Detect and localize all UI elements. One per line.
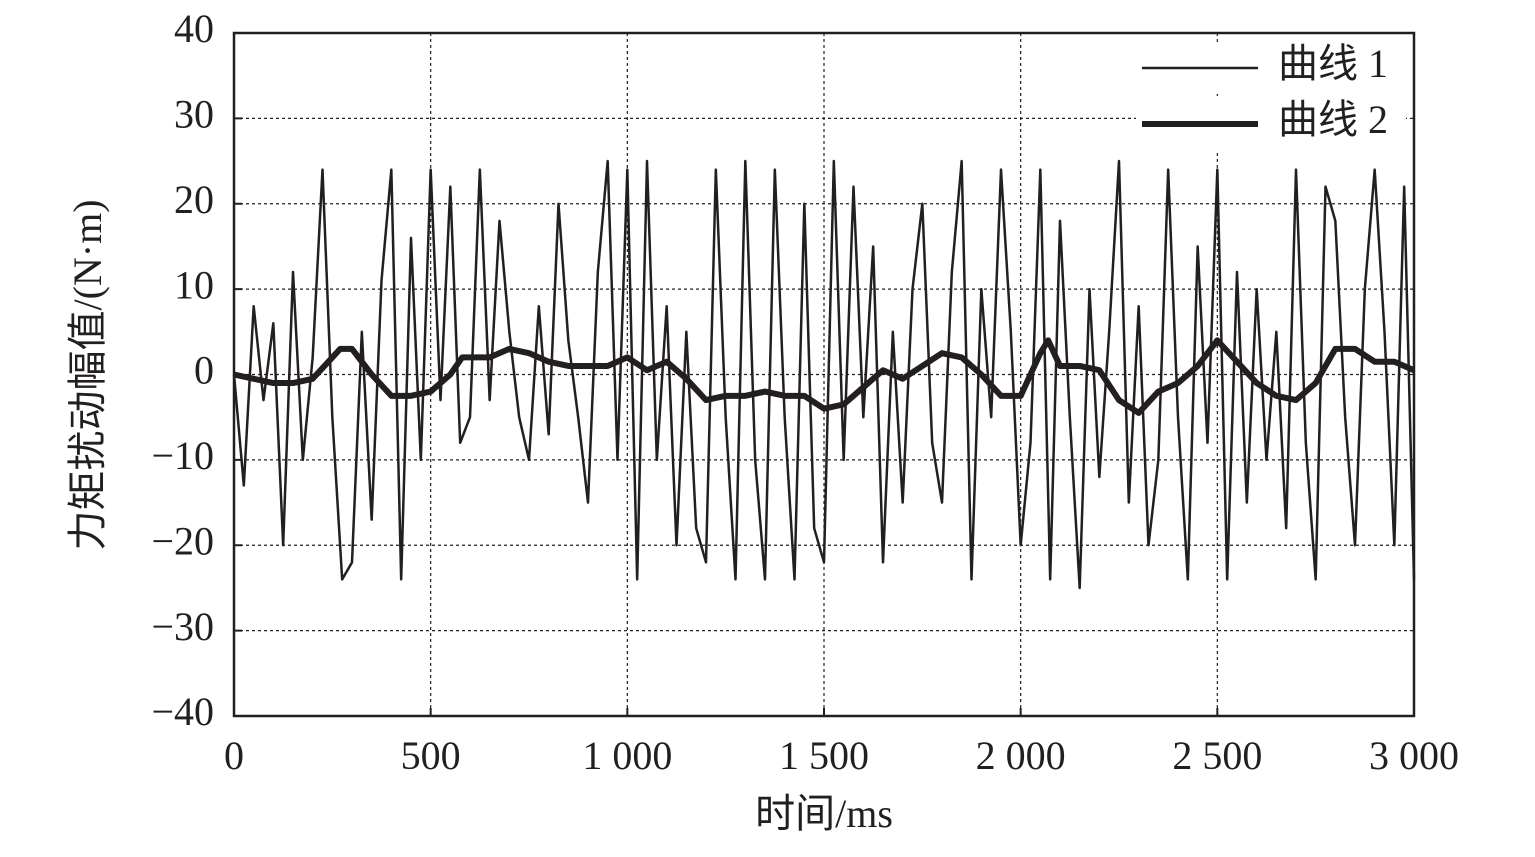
series-line — [232, 159, 1416, 590]
y-tick-label: 40 — [174, 6, 214, 51]
legend-label: 曲线 2 — [1278, 97, 1388, 142]
y-tick-label: −20 — [151, 518, 214, 563]
y-axis-label: 力矩扰动幅值/(N·m) — [65, 199, 110, 550]
y-tick-label: −40 — [151, 689, 214, 734]
y-tick-label: −10 — [151, 433, 214, 478]
legend-label: 曲线 1 — [1278, 41, 1388, 86]
plot-frame — [232, 31, 1416, 718]
y-tick-label: 30 — [174, 92, 214, 137]
x-tick-label: 2 500 — [1172, 733, 1262, 778]
y-tick-label: −30 — [151, 604, 214, 649]
y-tick-label: 10 — [174, 262, 214, 307]
series-line — [233, 337, 1416, 416]
x-tick-label: 0 — [224, 733, 244, 778]
x-axis-label: 时间/ms — [755, 791, 893, 836]
x-tick-label: 3 000 — [1369, 733, 1459, 778]
x-tick-label: 2 000 — [976, 733, 1066, 778]
x-tick-label: 1 000 — [582, 733, 672, 778]
x-tick-label: 500 — [401, 733, 461, 778]
x-tick-label: 1 500 — [779, 733, 869, 778]
y-tick-label: 0 — [194, 348, 214, 393]
y-tick-label: 20 — [174, 177, 214, 222]
